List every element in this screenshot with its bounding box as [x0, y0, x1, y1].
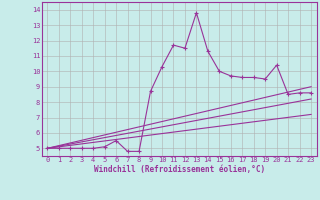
X-axis label: Windchill (Refroidissement éolien,°C): Windchill (Refroidissement éolien,°C) [94, 165, 265, 174]
